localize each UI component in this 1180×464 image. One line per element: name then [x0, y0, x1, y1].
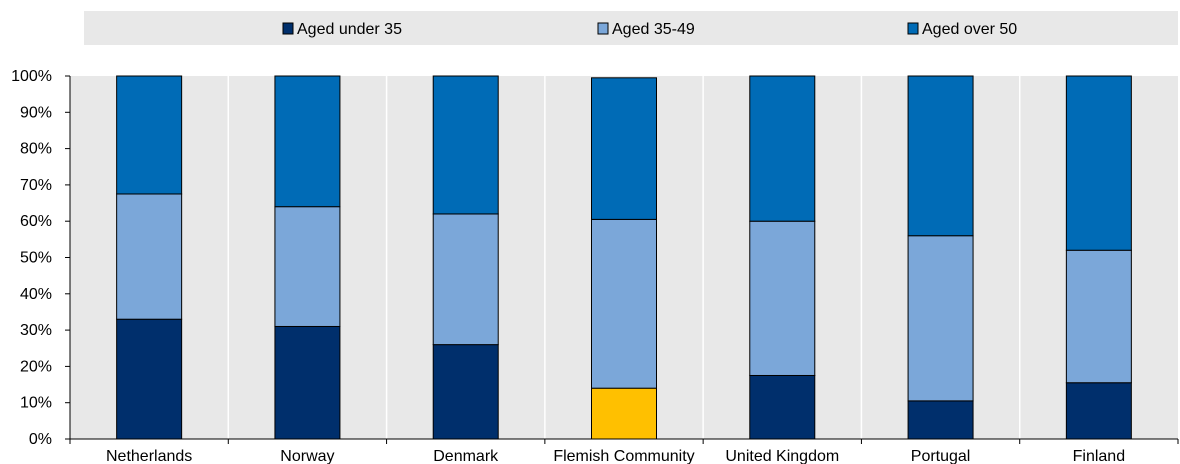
bar-segment [432, 213, 499, 346]
bar-segment [274, 325, 341, 440]
x-category-label: Netherlands [106, 448, 192, 464]
y-tick-label: 0% [29, 431, 52, 448]
y-tick-label: 60% [20, 213, 52, 230]
bar-segment [907, 400, 974, 440]
y-tick-label: 70% [20, 177, 52, 194]
bar-segment [749, 374, 816, 440]
y-tick-label: 40% [20, 286, 52, 303]
bar-segment [591, 387, 657, 440]
bar-segment [1065, 75, 1132, 251]
bar-segment [907, 75, 974, 237]
x-axis: Netherlands Norway Denmark Flemish Communit… [69, 438, 1179, 464]
bar-segment [1065, 249, 1132, 384]
x-category-label: Norway [280, 448, 334, 464]
y-tick-label: 10% [20, 395, 52, 412]
bar-segment [591, 218, 657, 389]
legend-label: Aged under 35 [297, 21, 402, 38]
y-tick-label: 100% [11, 68, 52, 85]
y-tick-label: 80% [20, 141, 52, 158]
bar-segment [116, 318, 183, 440]
legend-background [84, 11, 1178, 45]
x-category-label: Denmark [433, 448, 499, 464]
x-category-label: Finland [1073, 448, 1125, 464]
legend-swatch [597, 22, 609, 35]
bar-segment [749, 75, 816, 222]
x-category-label: Flemish Community [553, 448, 694, 464]
y-tick-label: 50% [20, 250, 52, 267]
bar-segment [432, 344, 499, 440]
y-tick-label: 90% [20, 104, 52, 121]
x-category-label: Portugal [911, 448, 971, 464]
legend-label: Aged 35-49 [612, 21, 695, 38]
bar-segment [116, 193, 183, 320]
bar-segment [274, 206, 341, 327]
bar-segment [591, 77, 657, 220]
bar-segment [907, 235, 974, 402]
legend: Aged under 35 Aged 35-49 Aged over 50 [282, 21, 1017, 38]
y-tick-label: 20% [20, 358, 52, 375]
y-tick-label: 30% [20, 322, 52, 339]
bar-segment [274, 75, 341, 208]
bar-segment [749, 220, 816, 376]
legend-swatch [282, 22, 294, 35]
bar-segment [432, 75, 499, 215]
bar-segment [116, 75, 183, 195]
legend-swatch [907, 22, 919, 35]
bars [116, 75, 1132, 440]
y-axis: 0% 10% 20% 30% 40% 50% 60% 70% 80% 90% 100% [11, 68, 71, 448]
x-category-label: United Kingdom [725, 448, 839, 464]
legend-label: Aged over 50 [922, 21, 1017, 38]
bar-segment [1065, 382, 1132, 440]
